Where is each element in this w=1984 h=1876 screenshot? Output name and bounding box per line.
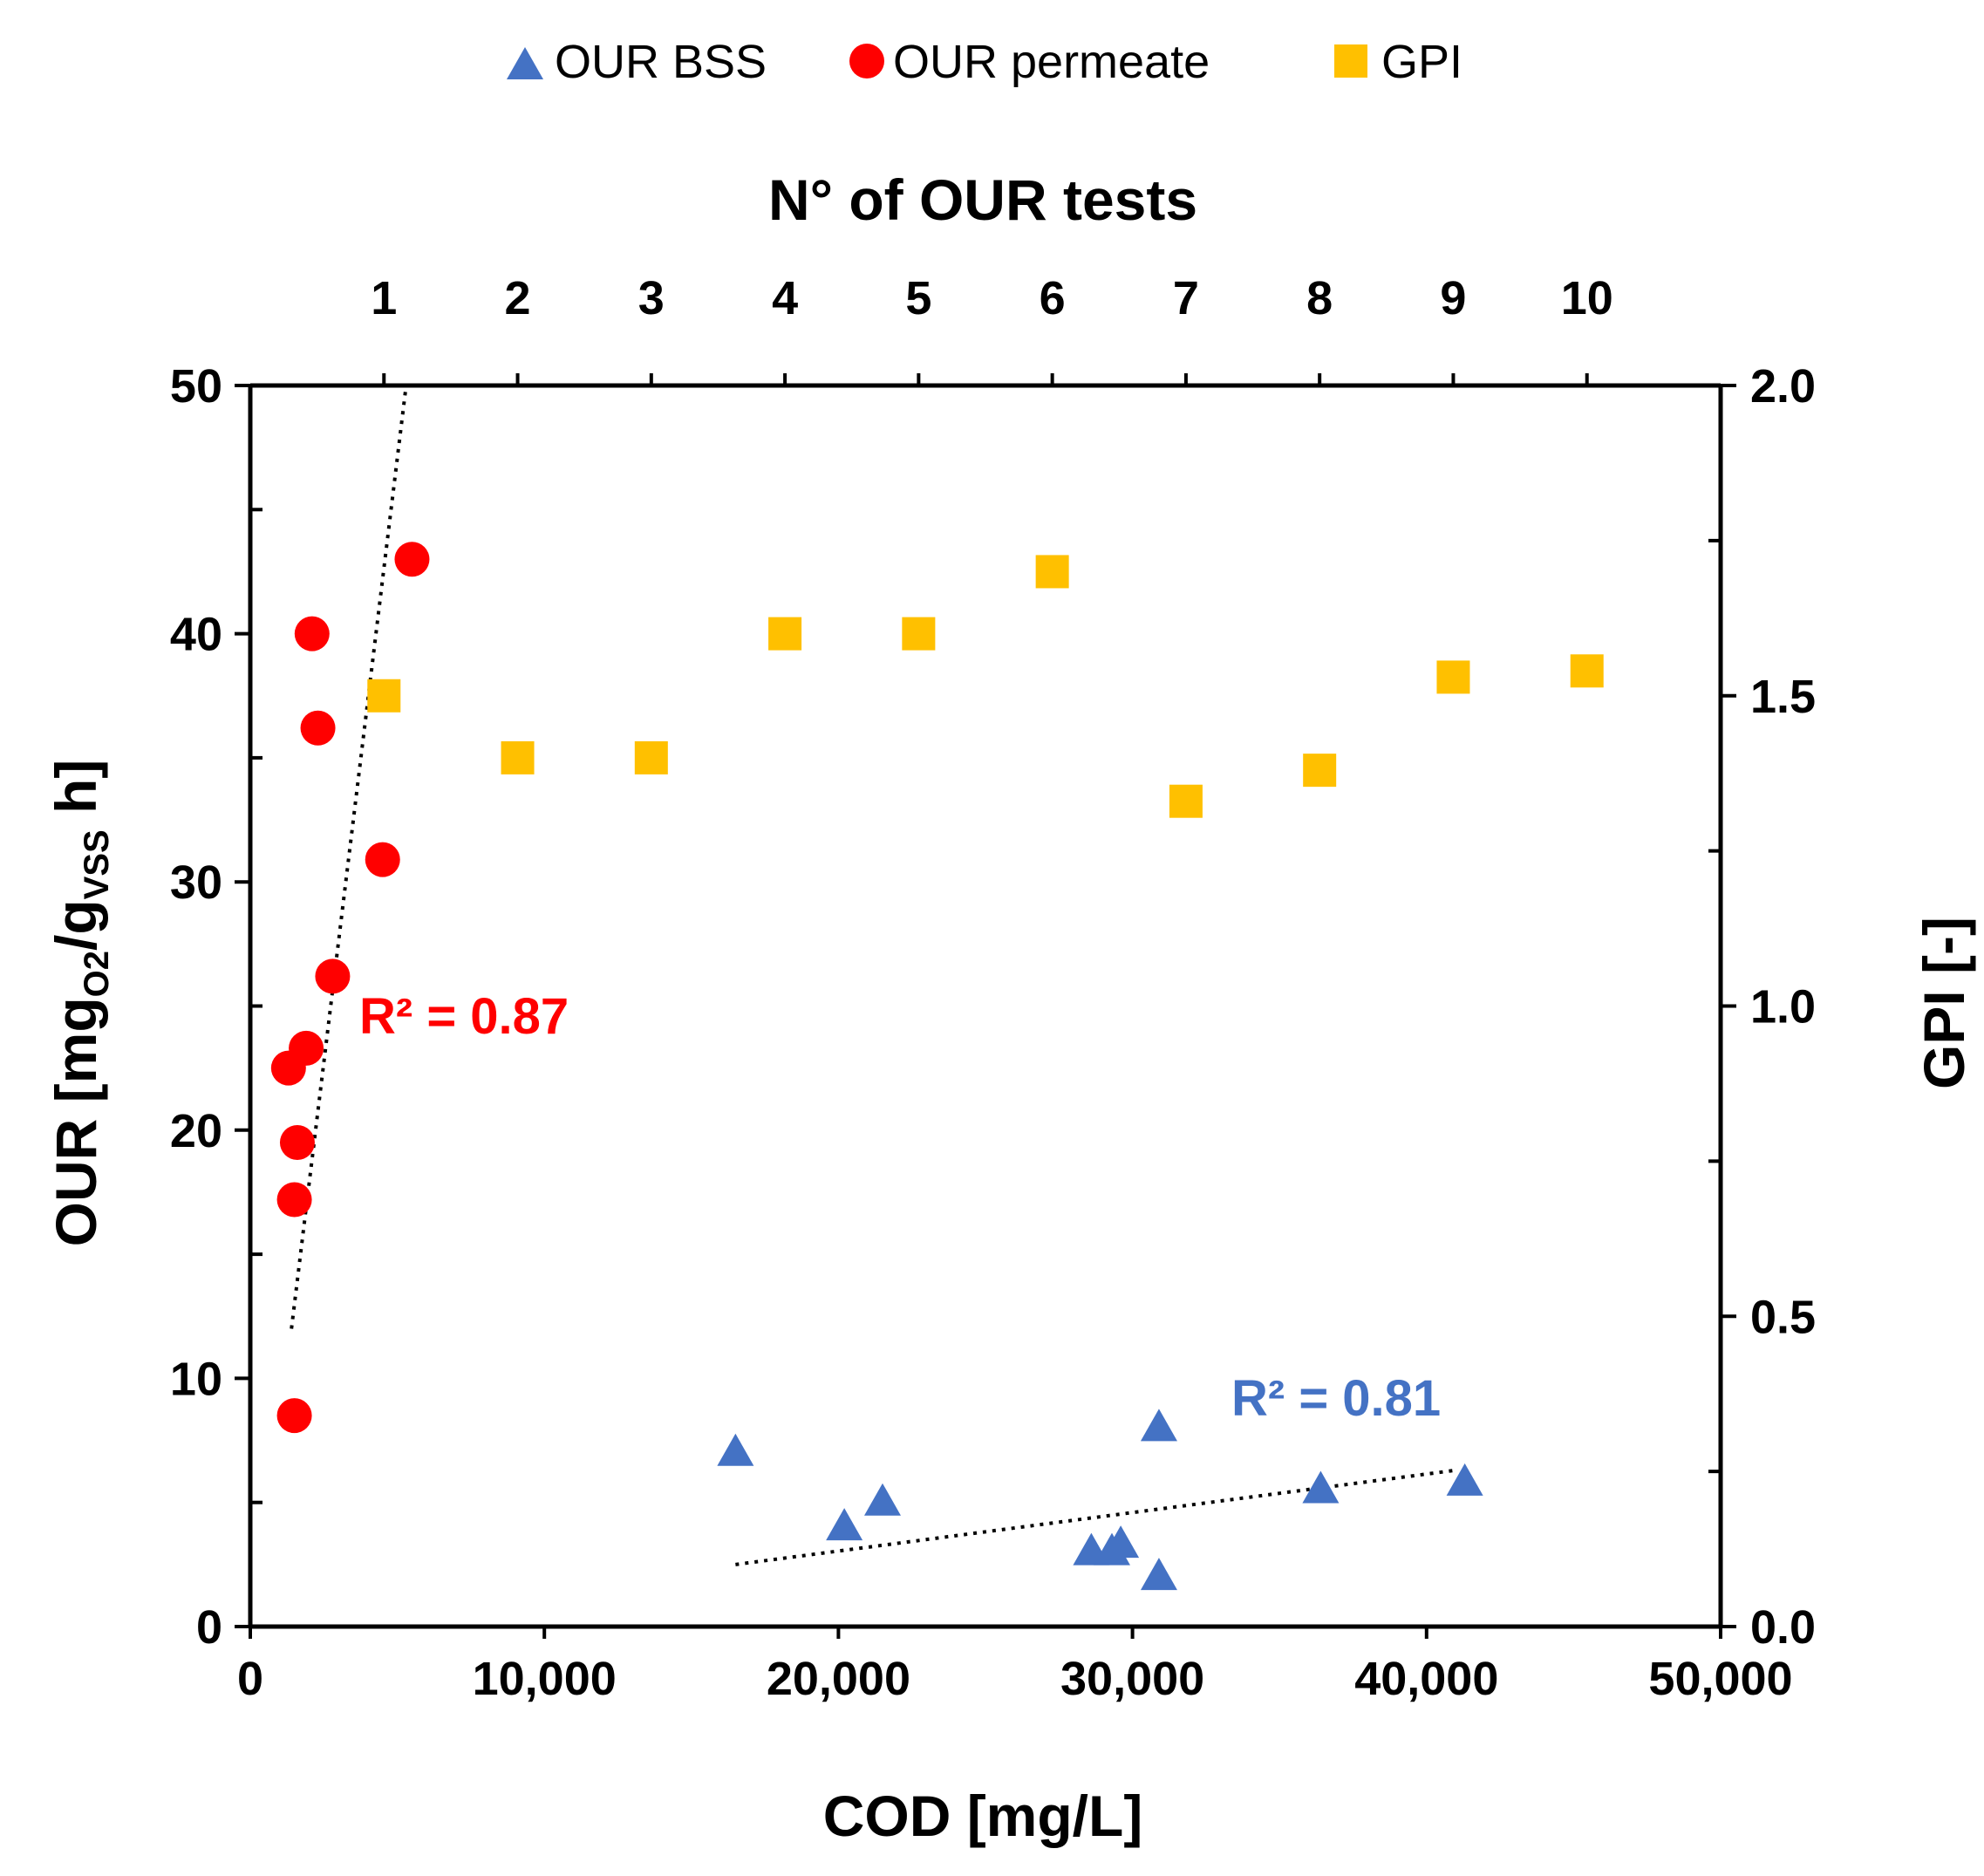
legend-label-our-permeate: OUR permeate — [893, 36, 1210, 88]
bottom-tick-label: 20,000 — [767, 1653, 910, 1705]
trendline-our-bss — [735, 1468, 1456, 1566]
top-tick-label: 7 — [1173, 272, 1199, 324]
our-bss-point — [1102, 1525, 1140, 1559]
our-permeate-point — [276, 1398, 312, 1434]
gpi-point — [1169, 784, 1203, 818]
our-permeate-point — [394, 542, 430, 577]
right-tick-label: 0.5 — [1750, 1291, 1816, 1343]
right-tick-label: 1.5 — [1750, 671, 1816, 723]
ticks — [235, 373, 1736, 1639]
tick-labels: 0 10,000 20,000 30,000 40,000 50,000 1 2 3 4 5 6 7 8 9… — [170, 272, 1816, 1705]
bottom-tick-label: 40,000 — [1354, 1653, 1498, 1705]
data-points — [270, 542, 1604, 1591]
our-bss-point — [826, 1508, 863, 1541]
our-permeate-point — [300, 710, 336, 746]
right-tick-label: 1.0 — [1750, 981, 1816, 1034]
bottom-tick-label: 30,000 — [1060, 1653, 1204, 1705]
gpi-point — [1303, 754, 1337, 788]
left-tick-label: 40 — [170, 609, 222, 661]
our-permeate-point — [365, 842, 400, 877]
bottom-tick-label: 50,000 — [1648, 1653, 1792, 1705]
bottom-tick-label: 10,000 — [473, 1653, 617, 1705]
top-tick-label: 8 — [1306, 272, 1333, 324]
our-bss-point — [1302, 1470, 1340, 1504]
gpi-point — [1570, 654, 1604, 688]
our-permeate-point — [279, 1125, 315, 1161]
left-axis-title-main: OUR [mg — [44, 997, 108, 1246]
gpi-point — [634, 740, 668, 774]
left-axis-title-sub2: VSS — [78, 829, 116, 899]
top-tick-label: 1 — [371, 272, 397, 324]
gpi-point — [1035, 555, 1069, 589]
left-axis-title-sub1: O2 — [78, 951, 116, 997]
legend: OUR BSS OUR permeate GPI — [507, 36, 1462, 88]
legend-marker-our-bss — [507, 47, 543, 79]
gpi-point — [367, 679, 401, 713]
our-bss-point — [717, 1433, 754, 1466]
left-tick-label: 20 — [170, 1105, 222, 1157]
trendlines — [290, 385, 1456, 1566]
left-axis-title: OUR [mgO2/gVSS h] — [44, 760, 116, 1247]
top-tick-label: 3 — [638, 272, 665, 324]
left-axis-title-mid: /g — [44, 899, 108, 951]
top-tick-label: 9 — [1440, 272, 1466, 324]
legend-marker-our-permeate — [849, 44, 884, 78]
left-tick-label: 10 — [170, 1353, 222, 1405]
top-axis-title: N° of OUR tests — [768, 167, 1197, 232]
right-tick-label: 2.0 — [1750, 360, 1816, 413]
left-axis-title-end: h] — [44, 760, 108, 830]
gpi-point — [902, 617, 936, 651]
our-permeate-point — [294, 616, 330, 651]
our-bss-point — [863, 1483, 901, 1516]
legend-label-gpi: GPI — [1381, 36, 1462, 88]
our-permeate-point — [289, 1030, 324, 1066]
left-tick-label: 50 — [170, 360, 222, 413]
right-tick-label: 0.0 — [1750, 1601, 1816, 1654]
r2-label-our-permeate: R² = 0.87 — [359, 988, 569, 1045]
left-tick-label: 0 — [196, 1601, 222, 1654]
left-tick-label: 30 — [170, 856, 222, 909]
our-bss-point — [1140, 1409, 1177, 1442]
top-tick-label: 4 — [772, 272, 798, 324]
our-bss-point — [1140, 1558, 1177, 1591]
gpi-point — [768, 617, 802, 651]
top-tick-label: 6 — [1040, 272, 1066, 324]
top-tick-label: 5 — [905, 272, 931, 324]
our-permeate-point — [315, 958, 351, 994]
our-bss-point — [1446, 1463, 1483, 1496]
top-tick-label: 10 — [1561, 272, 1613, 324]
right-axis-title: GPI [-] — [1912, 917, 1976, 1089]
gpi-point — [1436, 660, 1470, 694]
top-tick-label: 2 — [505, 272, 531, 324]
our-permeate-point — [276, 1182, 312, 1218]
legend-marker-gpi — [1334, 44, 1367, 78]
r2-label-our-bss: R² = 0.81 — [1231, 1370, 1441, 1427]
bottom-tick-label: 0 — [237, 1653, 263, 1705]
r2-labels: R² = 0.87 R² = 0.81 — [359, 988, 1441, 1427]
gpi-point — [501, 740, 535, 774]
legend-label-our-bss: OUR BSS — [555, 36, 767, 88]
bottom-axis-title: COD [mg/L] — [823, 1784, 1143, 1848]
